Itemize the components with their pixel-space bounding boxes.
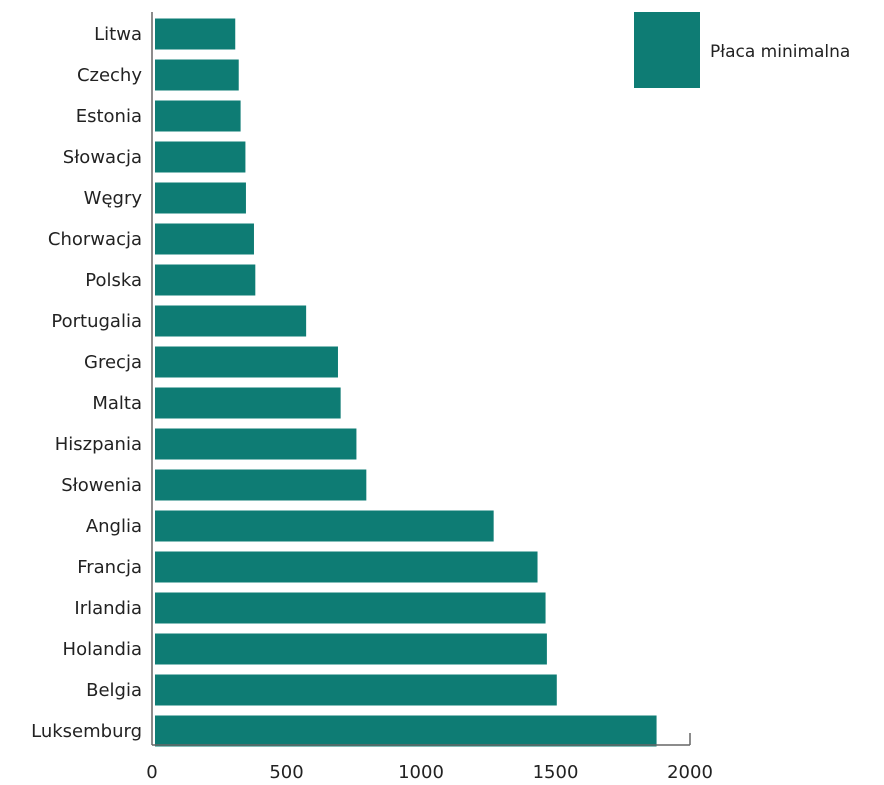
category-label: Francja: [77, 557, 142, 578]
category-label: Irlandia: [74, 598, 142, 619]
category-label: Anglia: [86, 516, 142, 537]
legend: Płaca minimalna: [634, 12, 850, 88]
category-label: Litwa: [94, 24, 142, 45]
category-label: Estonia: [76, 106, 142, 127]
bar-11: [155, 469, 367, 501]
x-tick-label: 0: [146, 762, 157, 783]
bars: [155, 18, 657, 747]
bar-13: [155, 551, 538, 583]
bar-10: [155, 428, 357, 460]
bar-6: [155, 264, 256, 296]
category-label: Belgia: [86, 680, 142, 701]
category-label: Słowenia: [61, 475, 142, 496]
category-label: Grecja: [84, 352, 142, 373]
bar-5: [155, 223, 254, 255]
x-tick-label: 2000: [667, 762, 713, 783]
x-tick-label: 500: [269, 762, 303, 783]
bar-2: [155, 100, 241, 132]
bar-0: [155, 18, 236, 50]
bar-4: [155, 182, 246, 214]
legend-swatch: [634, 12, 700, 88]
x-tick-label: 1000: [398, 762, 444, 783]
x-tick-label: 1500: [533, 762, 579, 783]
category-labels: Litwa Czechy Estonia Słowacja Węgry Chorwacja…: [31, 24, 142, 742]
x-axis-ticks: 0 500 1000 1500 2000: [146, 762, 713, 783]
legend-label: Płaca minimalna: [710, 42, 850, 62]
bar-17: [155, 715, 657, 747]
category-label: Holandia: [63, 639, 142, 660]
category-label: Polska: [85, 270, 142, 291]
bar-16: [155, 674, 557, 706]
bar-7: [155, 305, 307, 337]
category-label: Hiszpania: [55, 434, 142, 455]
bar-12: [155, 510, 494, 542]
category-label: Luksemburg: [31, 721, 142, 742]
category-label: Czechy: [77, 65, 142, 86]
bar-3: [155, 141, 246, 173]
bar-9: [155, 387, 341, 419]
category-label: Słowacja: [63, 147, 142, 168]
bar-8: [155, 346, 338, 378]
bar-1: [155, 59, 239, 91]
category-label: Chorwacja: [48, 229, 142, 250]
bar-14: [155, 592, 546, 624]
category-label: Węgry: [84, 188, 143, 209]
category-label: Portugalia: [51, 311, 142, 332]
category-label: Malta: [92, 393, 142, 414]
bar-15: [155, 633, 547, 665]
